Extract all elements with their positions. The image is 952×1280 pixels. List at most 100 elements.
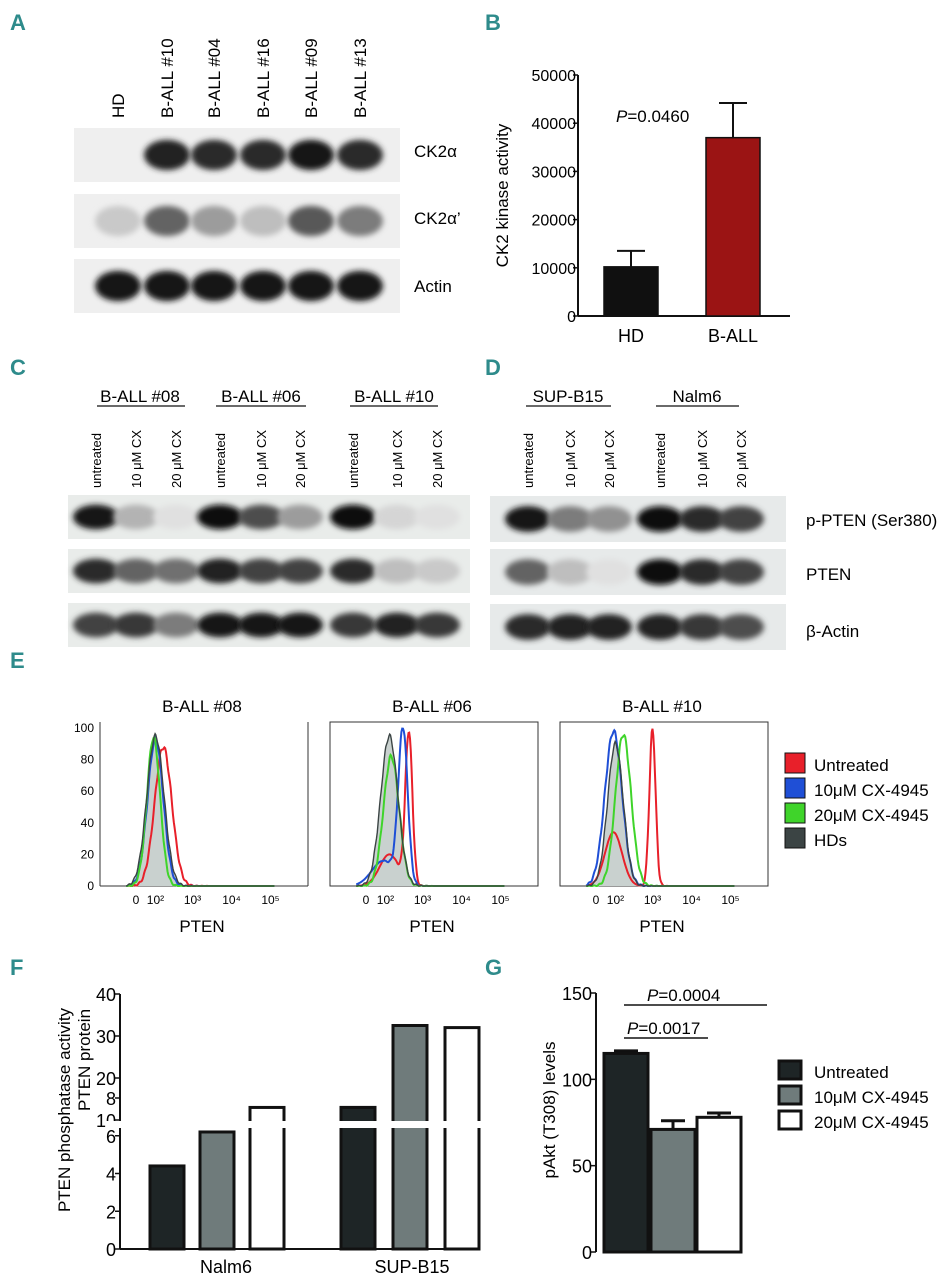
y-tick-label: 40 <box>81 816 95 830</box>
blot-band <box>73 504 119 530</box>
panel-d-row-labels: p-PTEN (Ser380) PTEN β-Actin <box>806 511 937 641</box>
x-tick-label: 10³ <box>644 893 661 907</box>
legend-label: Untreated <box>814 756 889 775</box>
treatment-label: untreated <box>653 433 668 488</box>
blot-band <box>153 612 199 638</box>
blot-band <box>240 205 286 237</box>
group-label: Nalm6 <box>672 387 721 406</box>
blot-band <box>547 506 593 532</box>
histogram-curve <box>356 732 505 887</box>
blot-band <box>73 558 119 584</box>
blot-band <box>586 559 632 585</box>
legend-label: 10μM CX-4945 <box>814 1088 929 1107</box>
blot-band <box>718 559 764 585</box>
blot-band <box>288 139 334 171</box>
blot-band <box>153 504 199 530</box>
treatment-label: untreated <box>213 433 228 488</box>
treatment-label: 10 μM CX <box>129 430 144 488</box>
x-tick-label: 10⁵ <box>491 893 509 907</box>
treatment-label: 10 μM CX <box>390 430 405 488</box>
blot-band <box>238 612 284 638</box>
x-axis-label: PTEN <box>639 917 684 936</box>
blot-band <box>547 559 593 585</box>
lane-label: HD <box>109 93 128 118</box>
panel-c-letter: C <box>10 355 26 380</box>
x-axis-label: PTEN <box>179 917 224 936</box>
y-tick-label: 60 <box>81 784 95 798</box>
treatment-label: 20 μM CX <box>602 430 617 488</box>
blot-band <box>679 614 725 640</box>
y-axis-label: PTEN phosphatase activity <box>55 1007 74 1212</box>
histogram-frame <box>559 721 769 887</box>
y-tick-label: 20 <box>81 847 95 861</box>
group-label: SUP-B15 <box>533 387 604 406</box>
histogram-title: B-ALL #10 <box>622 697 702 716</box>
treatment-label: untreated <box>521 433 536 488</box>
blot-band <box>288 205 334 237</box>
blot-band <box>337 205 383 237</box>
y-tick-label: 2 <box>106 1202 116 1222</box>
blot-band <box>374 558 420 584</box>
x-tick-label: 10² <box>147 893 164 907</box>
histogram-plot: B-ALL #08 100 80 60 40 20 0 0 10² 10³ 10⁴ 10⁵ PTEN <box>74 697 309 936</box>
histogram-frame <box>329 721 539 887</box>
histogram-curve <box>126 732 275 887</box>
panel-c-group-labels: B-ALL #08 B-ALL #06 B-ALL #10 <box>97 387 438 407</box>
group-label: B-ALL #06 <box>221 387 301 406</box>
panel-a-letter: A <box>10 10 26 35</box>
treatment-label: 20 μM CX <box>169 430 184 488</box>
x-tick-label: 10⁵ <box>721 893 739 907</box>
blot-band <box>718 614 764 640</box>
bar <box>602 1051 650 1254</box>
blot-row-label: PTEN <box>806 565 851 584</box>
blot-band <box>637 506 683 532</box>
y-tick-label: 50 <box>572 1157 592 1177</box>
treatment-label: 10 μM CX <box>563 430 578 488</box>
y-tick-label: 40000 <box>532 116 577 133</box>
panel-f-letter: F <box>10 955 23 980</box>
blot-band <box>191 139 237 171</box>
panel-b-pvalue: P=0.0460 <box>616 107 689 126</box>
blot-band <box>414 612 460 638</box>
blot-band <box>414 558 460 584</box>
blot-band <box>337 270 383 302</box>
panel-a-row-labels: CK2α CK2α’ Actin <box>414 142 461 296</box>
panel-b-chart: 0 10000 20000 30000 40000 50000 CK2 kinase act… <box>493 68 790 346</box>
legend-label: Untreated <box>814 1063 889 1082</box>
blot-band <box>197 504 243 530</box>
blot-band <box>113 612 159 638</box>
axis-break <box>106 1121 486 1128</box>
y-tick-label: 6 <box>106 1127 116 1147</box>
blot-band <box>238 504 284 530</box>
blot-band <box>586 614 632 640</box>
blot-row-label: β-Actin <box>806 622 859 641</box>
blot-row-label: Actin <box>414 277 452 296</box>
panel-g-chart: 0 50 100 150 pAkt (T308) levels P=0.0004 P=0.0… <box>540 984 767 1263</box>
histogram-curve <box>355 727 505 887</box>
blot-row-label: CK2α <box>414 142 457 161</box>
x-tick-label: 0 <box>593 893 600 907</box>
x-tick-label: 10⁵ <box>261 893 279 907</box>
blot-band <box>197 558 243 584</box>
x-tick-label: 10³ <box>184 893 201 907</box>
group-label: B-ALL #08 <box>100 387 180 406</box>
y-tick-label: 40 <box>96 985 116 1005</box>
blot-band <box>144 270 190 302</box>
blot-row-label: CK2α’ <box>414 209 461 228</box>
treatment-label: 20 μM CX <box>293 430 308 488</box>
treatment-label: 10 μM CX <box>254 430 269 488</box>
x-tick-label: HD <box>618 326 644 346</box>
blot-band <box>240 270 286 302</box>
legend-swatch <box>784 827 806 849</box>
legend-label: 20μM CX-4945 <box>814 1113 929 1132</box>
legend-swatch <box>777 1059 803 1081</box>
blot-band <box>144 139 190 171</box>
blot-band <box>277 558 323 584</box>
panel-a-blot <box>74 128 400 313</box>
histogram-fill-hds <box>586 741 735 886</box>
blot-band <box>288 270 334 302</box>
treatment-label: untreated <box>346 433 361 488</box>
bar <box>248 1105 286 1251</box>
